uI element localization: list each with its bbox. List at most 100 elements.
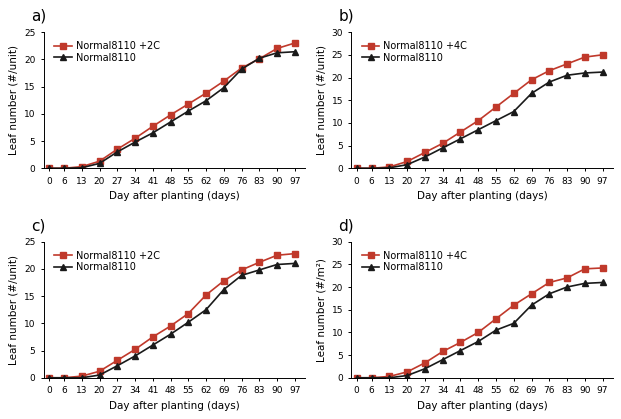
Normal8110 [167,332,175,337]
Normal8110 [474,339,482,344]
Y-axis label: Leaf number (#/m²): Leaf number (#/m²) [316,258,326,362]
Normal8110 +2C [45,166,53,171]
Normal8110 [353,375,360,380]
X-axis label: Day after planting (days): Day after planting (days) [417,191,548,201]
Normal8110 +4C [581,266,589,272]
Normal8110 [599,70,606,75]
Normal8110 [386,375,393,380]
Normal8110 +2C [149,334,156,339]
Normal8110 +4C [421,360,428,365]
Normal8110 +4C [457,129,465,134]
Legend: Normal8110 +2C, Normal8110: Normal8110 +2C, Normal8110 [51,248,163,275]
Normal8110 +2C [78,164,86,169]
Line: Normal8110: Normal8110 [46,261,297,380]
Normal8110 +2C [184,101,192,106]
Normal8110 +4C [368,375,376,380]
Normal8110 [220,85,227,90]
Normal8110 [291,49,299,54]
Normal8110 [273,262,281,267]
Normal8110 [510,321,517,326]
Normal8110 +2C [291,251,299,256]
Normal8110 +4C [439,141,446,146]
Line: Normal8110 +4C: Normal8110 +4C [354,52,605,171]
Legend: Normal8110 +4C, Normal8110: Normal8110 +4C, Normal8110 [359,39,470,66]
Normal8110 [45,166,53,171]
Normal8110 [439,145,446,150]
Text: d): d) [338,218,354,233]
Normal8110 [131,354,138,359]
Normal8110 [353,166,360,171]
Normal8110 [421,155,428,160]
Normal8110 +2C [60,166,68,171]
Normal8110 +4C [563,62,571,67]
Normal8110 [202,307,210,312]
Normal8110 [96,372,103,378]
Normal8110 +4C [353,375,360,380]
Normal8110 [60,375,68,380]
Normal8110 +2C [220,79,227,84]
Normal8110 [238,67,245,72]
Line: Normal8110 +4C: Normal8110 +4C [354,265,605,380]
Normal8110 [114,363,121,368]
Normal8110 +2C [96,159,103,164]
Normal8110 +4C [404,370,411,375]
Normal8110 +4C [510,303,517,308]
Normal8110 +4C [421,150,428,155]
Normal8110 +4C [386,164,393,169]
Normal8110 +4C [528,77,535,82]
Normal8110 +2C [220,278,227,283]
X-axis label: Day after planting (days): Day after planting (days) [109,401,240,411]
Line: Normal8110: Normal8110 [46,49,297,171]
Normal8110 +4C [545,280,553,285]
Normal8110 [45,375,53,380]
Normal8110 [439,357,446,362]
Normal8110 [184,320,192,325]
Text: c): c) [30,218,45,233]
Normal8110 [510,109,517,114]
Normal8110 +2C [149,124,156,129]
Normal8110 +2C [238,267,245,272]
Normal8110 [184,109,192,114]
Normal8110 +2C [202,292,210,297]
Normal8110 [202,98,210,103]
Line: Normal8110: Normal8110 [354,280,605,380]
Normal8110 +4C [353,166,360,171]
Normal8110 [528,303,535,308]
Normal8110 [256,56,263,61]
Normal8110 +4C [457,340,465,345]
Normal8110 [421,366,428,371]
Normal8110 [114,150,121,155]
Normal8110 +4C [474,330,482,335]
Normal8110 [404,373,411,378]
Normal8110 [545,80,553,85]
Normal8110 [78,375,86,380]
Normal8110 +4C [563,275,571,280]
Legend: Normal8110 +4C, Normal8110: Normal8110 +4C, Normal8110 [359,248,470,275]
Normal8110 [220,287,227,292]
Normal8110 +2C [256,56,263,61]
Normal8110 [256,267,263,272]
Normal8110 [60,166,68,171]
Normal8110 +4C [404,159,411,164]
Normal8110 [273,50,281,55]
Line: Normal8110: Normal8110 [354,69,605,171]
Normal8110 +2C [114,147,121,152]
Normal8110 [404,162,411,167]
Normal8110 +4C [439,349,446,354]
Normal8110 [528,91,535,96]
Normal8110 [563,285,571,290]
Normal8110 [96,161,103,166]
Normal8110 +2C [131,347,138,352]
Normal8110 +2C [202,91,210,96]
Legend: Normal8110 +2C, Normal8110: Normal8110 +2C, Normal8110 [51,39,163,66]
Normal8110 [457,348,465,353]
Normal8110 +4C [492,316,500,321]
Y-axis label: Leaf number (#/unit): Leaf number (#/unit) [316,45,326,155]
Normal8110 [599,280,606,285]
Normal8110 +2C [256,260,263,265]
Normal8110 +4C [510,91,517,96]
Normal8110 +2C [184,311,192,316]
Line: Normal8110 +2C: Normal8110 +2C [46,40,297,171]
Normal8110 +2C [273,253,281,258]
Normal8110 +4C [599,266,606,271]
